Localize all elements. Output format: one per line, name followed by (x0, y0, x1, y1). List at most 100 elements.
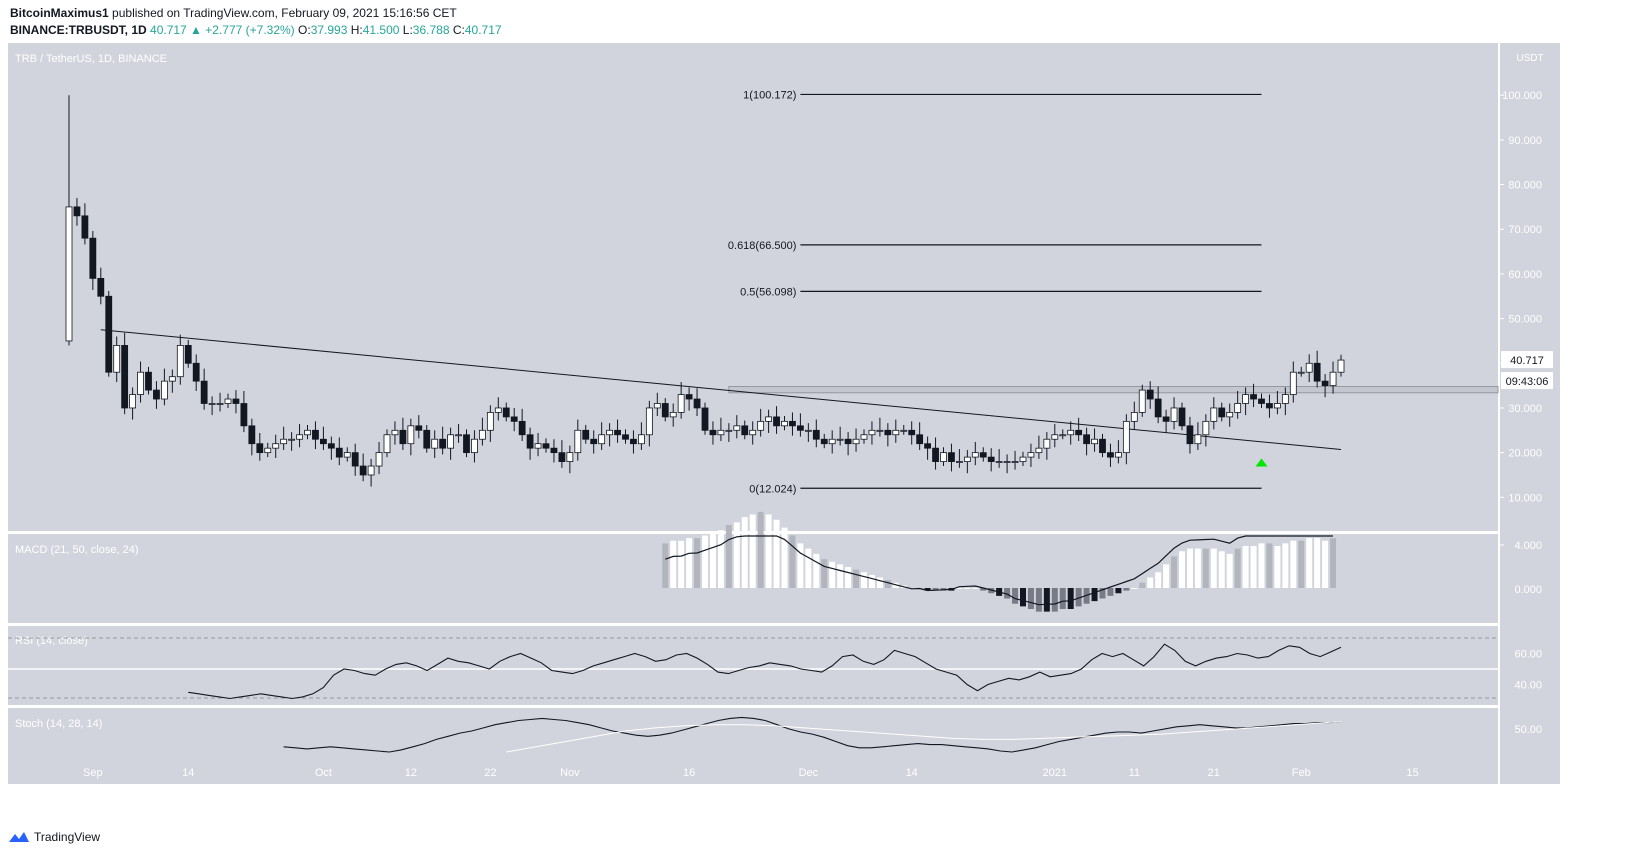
macd-histogram-bar (1226, 553, 1233, 588)
macd-histogram-bar (1004, 588, 1011, 599)
macd-histogram-bar (1290, 540, 1297, 588)
macd-histogram-bar (725, 525, 732, 588)
macd-histogram-bar (1012, 588, 1019, 604)
tradingview-brand: TradingView (34, 830, 101, 844)
candle-body (288, 438, 296, 441)
macd-histogram-bar (1218, 551, 1225, 588)
candle-body (73, 206, 81, 217)
candle-body (327, 443, 335, 449)
stoch-k-line (283, 716, 1342, 753)
candle-body (598, 434, 606, 445)
macd-histogram-bar (1139, 582, 1146, 588)
macd-histogram-bar (1322, 540, 1329, 588)
open-label: O: (298, 23, 311, 37)
macd-histogram-bar (1282, 543, 1289, 588)
tradingview-logo[interactable]: TradingView (8, 830, 100, 844)
macd-histogram-bar (1163, 564, 1170, 588)
candle-body (844, 438, 852, 445)
candle-body (614, 429, 621, 436)
candle-body (1154, 398, 1162, 418)
candle-body (622, 434, 629, 440)
candle-body (1218, 407, 1226, 418)
candle-body (701, 407, 709, 431)
macd-histogram-bar (733, 522, 740, 588)
candle-body (749, 429, 757, 436)
candle-body (550, 447, 558, 454)
candle-body (534, 443, 542, 449)
candle-body (661, 403, 669, 418)
candle-body (160, 380, 168, 400)
buy-signal-marker (1255, 458, 1268, 467)
candle-body (1043, 438, 1051, 449)
candle-body (216, 403, 224, 405)
candle-body (1170, 407, 1178, 422)
x-tick-label: 22 (484, 767, 496, 779)
candle-body (669, 412, 677, 418)
candle-body (1011, 461, 1019, 463)
candle-body (1202, 420, 1210, 436)
macd-line (665, 535, 1333, 606)
candle-body (248, 425, 256, 445)
candle-body (797, 425, 804, 431)
low-value: 36.788 (412, 23, 450, 37)
candle-body (375, 452, 383, 467)
candle-body (789, 420, 796, 427)
candle-body (956, 461, 963, 463)
rsi-pane (8, 626, 1498, 705)
candle-body (1281, 394, 1289, 404)
candle-body (932, 447, 939, 462)
candle-body (264, 447, 272, 454)
high-label: H: (350, 23, 363, 37)
macd-histogram-bar (765, 514, 772, 588)
macd-histogram-bar (964, 588, 971, 589)
candle-body (296, 434, 303, 440)
candle-body (1194, 434, 1202, 445)
candle-body (423, 429, 431, 449)
macd-histogram-bar (789, 535, 796, 588)
candle-body (781, 420, 788, 427)
candle-body (1242, 394, 1249, 404)
rsi-line (188, 643, 1342, 700)
stoch-label: Stoch (14, 28, 14) (15, 718, 102, 730)
candle-body (1297, 371, 1305, 374)
candle-body (916, 434, 924, 445)
candle-body (1178, 407, 1186, 427)
candle-body (518, 420, 526, 436)
macd-histogram-bar (1051, 588, 1058, 612)
macd-histogram-bar (1202, 548, 1209, 588)
fib-level-label: 0(12.024) (749, 483, 796, 495)
candle-body (343, 452, 351, 458)
candle-body (1289, 371, 1297, 395)
x-tick-label: 14 (182, 767, 194, 779)
y-tick-label: 80.000 (1508, 180, 1542, 192)
candle-body (486, 412, 494, 431)
author-name[interactable]: BitcoinMaximus1 (10, 6, 109, 20)
macd-histogram-bar (1107, 588, 1114, 596)
candle-body (176, 345, 184, 378)
publish-info: BitcoinMaximus1 published on TradingView… (10, 6, 457, 20)
macd-histogram-bar (1266, 543, 1273, 588)
candle-body (415, 425, 423, 431)
macd-histogram-bar (1131, 588, 1138, 589)
price-pane (8, 43, 1498, 531)
macd-histogram-bar (805, 548, 812, 588)
candle-body (812, 429, 820, 440)
candle-body (558, 452, 566, 462)
candle-body (272, 443, 280, 449)
macd-histogram-bar (845, 567, 852, 588)
candle-body (121, 345, 129, 409)
candle-body (383, 434, 391, 454)
candle-body (1059, 434, 1067, 437)
candle-body (367, 465, 375, 476)
candle-body (1115, 452, 1122, 458)
candle-body (1313, 362, 1321, 382)
fib-level-label: 1(100.172) (743, 89, 796, 101)
candle-body (137, 371, 144, 395)
candle-body (828, 438, 836, 445)
candle-body (884, 429, 892, 436)
macd-histogram-bar (709, 532, 716, 588)
macd-histogram-bar (837, 564, 844, 588)
candle-body (184, 345, 192, 364)
macd-histogram-bar (741, 517, 748, 588)
